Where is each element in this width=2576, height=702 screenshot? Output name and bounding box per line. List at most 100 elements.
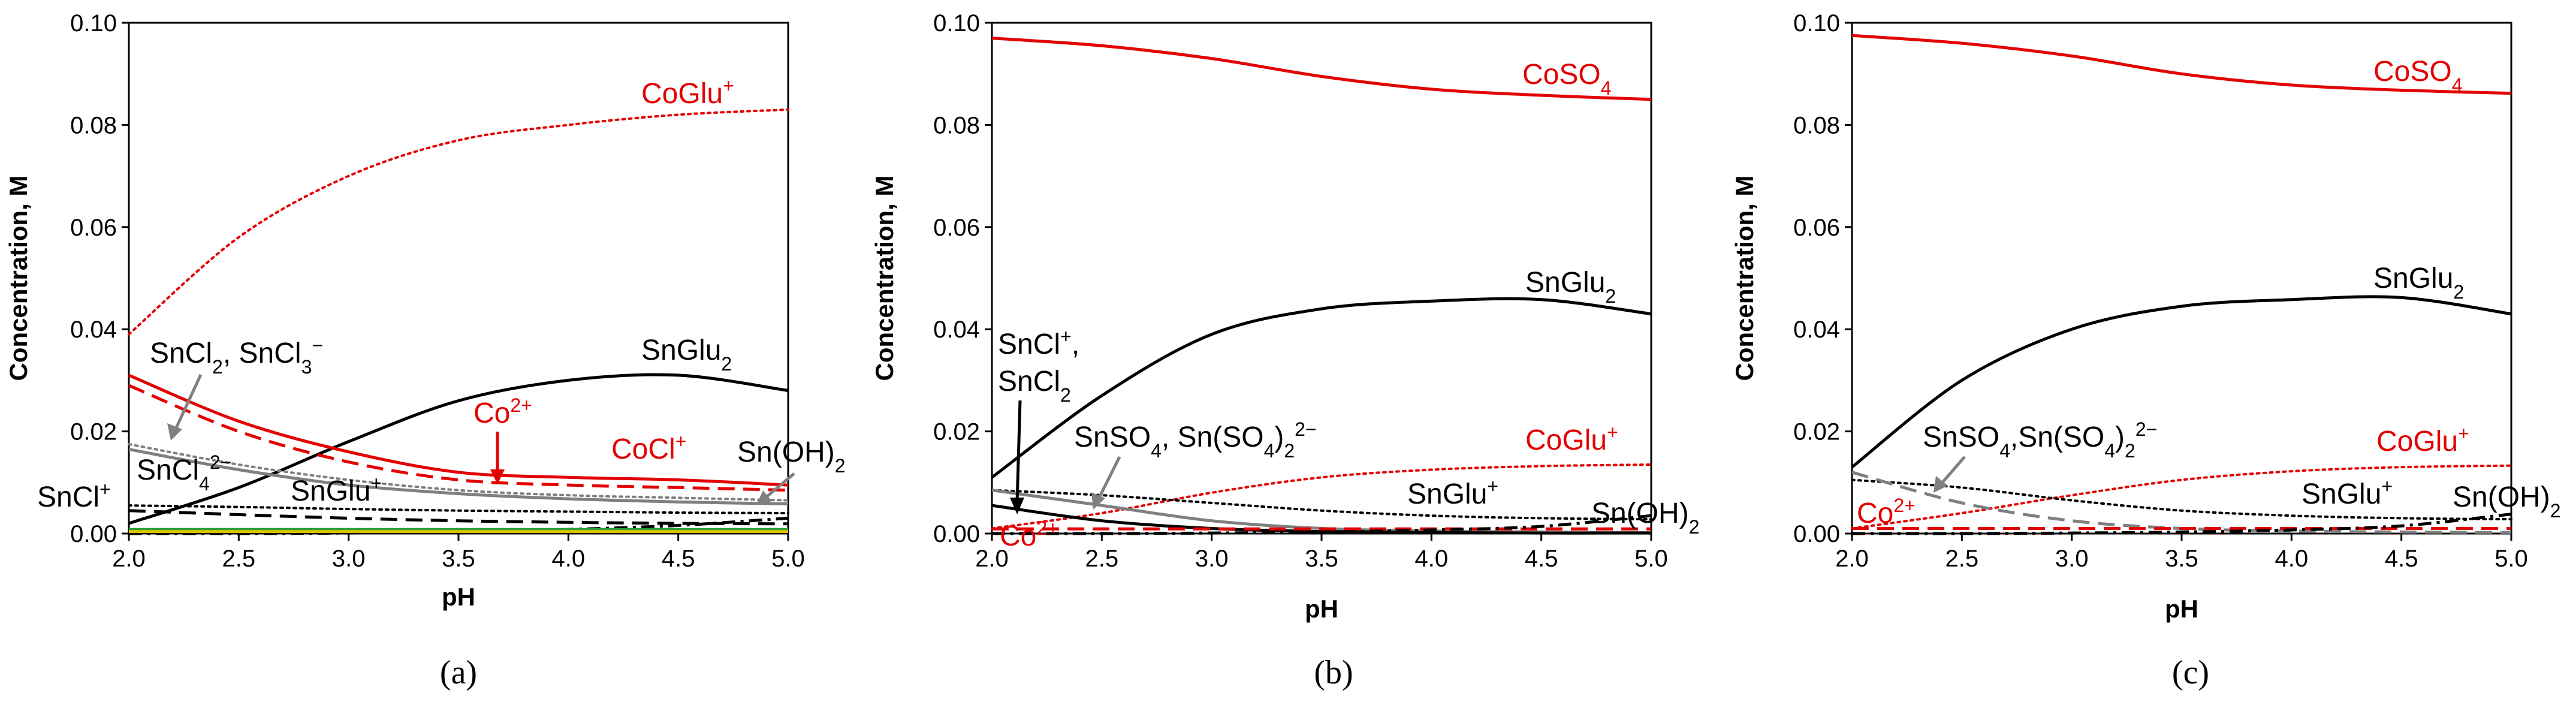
y-axis-label-c: Concentration, M: [1730, 176, 1758, 381]
label-snoh2-c: Sn(OH)2: [2453, 481, 2560, 522]
label-sncl2-b: SnCl2: [998, 366, 1071, 406]
arrow-snso4-b: [1091, 456, 1121, 510]
label-coglu-plus-a: CoGlu+: [641, 75, 734, 110]
series-line-coso4-c: [1851, 34, 2512, 95]
x-tick-label-b-0: 2.0: [975, 546, 1009, 572]
y-tick-label-c-2: 0.04: [1793, 317, 1840, 343]
y-tick-label-b-0: 0.00: [933, 521, 980, 547]
x-tick-label-c-4: 4.0: [2275, 546, 2309, 572]
y-tick-label-c-4: 0.08: [1793, 112, 1840, 138]
y-tick-label-a-4: 0.08: [70, 112, 117, 138]
axis-ticks-c: 0.00 0.02 0.04 0.06 0.08 0.10 2.0 2.5 3.0 3.5 4.0 4…: [1793, 10, 2528, 572]
panel-c: 0.00 0.02 0.04 0.06 0.08 0.10 2.0 2.5 3.0 3.5 4.0 4…: [1730, 10, 2560, 691]
y-axis-label-a: Concentration, M: [4, 176, 32, 381]
y-tick-label-a-3: 0.06: [70, 215, 117, 241]
series-line-sn-oh-2-c: [1851, 513, 2512, 535]
x-tick-label-c-0: 2.0: [1835, 546, 1869, 572]
x-tick-label-c-3: 3.5: [2165, 546, 2198, 572]
label-snglu2-b: SnGlu2: [1525, 267, 1616, 307]
x-tick-label-b-1: 2.5: [1085, 546, 1119, 572]
series-line-sncl-a: [128, 509, 789, 526]
label-co2-plus-a: Co2+: [473, 394, 532, 429]
y-tick-label-a-5: 0.10: [70, 10, 117, 37]
label-co2-plus-b: Co2+: [1000, 517, 1058, 552]
series-line-coglu-b: [991, 463, 1652, 530]
series-group-a: [128, 108, 789, 535]
label-snglu2-c: SnGlu2: [2373, 263, 2464, 303]
series-line-coglu-c: [1851, 464, 2512, 530]
y-axis-label-b: Concentration, M: [870, 176, 898, 381]
series-line-snglu-a: [128, 504, 789, 514]
x-axis-label-a: pH: [442, 583, 475, 611]
label-sncl-plus-b: SnCl+,: [998, 326, 1079, 360]
x-tick-label-b-4: 4.0: [1415, 546, 1449, 572]
arrow-snso4-c: [1933, 456, 1966, 493]
x-tick-label-a-1: 2.5: [222, 546, 256, 572]
y-tick-label-b-4: 0.08: [933, 112, 980, 138]
panel-label-a: (a): [440, 654, 477, 691]
x-tick-label-c-1: 2.5: [1945, 546, 1979, 572]
label-snso4-c: SnSO4,Sn(SO4)22−: [1923, 418, 2157, 462]
series-line-snglu2-a: [128, 373, 789, 525]
label-snglu-plus-a: SnGlu+: [291, 472, 382, 507]
label-snso4-b: SnSO4, Sn(SO4)22−: [1074, 418, 1317, 462]
series-group-c: [1851, 34, 2512, 535]
label-cocl-plus-a: CoCl+: [611, 430, 686, 465]
y-tick-label-b-1: 0.02: [933, 419, 980, 445]
y-tick-label-c-1: 0.02: [1793, 419, 1840, 445]
x-tick-label-a-3: 3.5: [442, 546, 475, 572]
label-coso4-b: CoSO4: [1522, 59, 1612, 99]
y-tick-label-c-0: 0.00: [1793, 521, 1840, 547]
label-sncl-plus-a: SnCl+: [37, 478, 111, 513]
panel-a: 0.00 0.02 0.04 0.06 0.08 0.10 2.0 2.5 3.0 3.5 4.0 4…: [4, 10, 845, 691]
x-tick-label-a-2: 3.0: [332, 546, 366, 572]
panel-label-b: (b): [1314, 654, 1353, 691]
y-tick-label-b-3: 0.06: [933, 215, 980, 241]
axis-ticks-a: 0.00 0.02 0.04 0.06 0.08 0.10 2.0 2.5 3.0 3.5 4.0 4…: [70, 10, 805, 572]
axis-ticks-b: 0.00 0.02 0.04 0.06 0.08 0.10 2.0 2.5 3.0 3.5 4.0 4…: [933, 10, 1668, 572]
x-tick-label-a-5: 4.5: [662, 546, 695, 572]
label-co2-plus-c: Co2+: [1857, 495, 1916, 529]
label-sncl2-sncl3-a: SnCl2, SnCl3−: [150, 335, 323, 378]
series-line-sn-oh-2-b: [991, 514, 1652, 535]
y-tick-label-b-5: 0.10: [933, 10, 980, 37]
series-line-snso4-sn-so4-2-2-c: [1851, 471, 2512, 534]
series-line-snglu-c: [1851, 478, 2512, 521]
y-tick-label-a-0: 0.00: [70, 521, 117, 547]
arrow-co2-a: [490, 432, 505, 484]
arrow-snoh2-a: [756, 472, 795, 505]
x-tick-label-a-4: 4.0: [552, 546, 586, 572]
series-line-co2-a: [128, 373, 789, 487]
label-snglu-plus-c: SnGlu+: [2301, 475, 2393, 510]
x-tick-label-b-5: 4.5: [1525, 546, 1558, 572]
y-tick-label-b-2: 0.04: [933, 317, 980, 343]
series-line-snglu2-b: [991, 297, 1652, 479]
y-tick-label-a-2: 0.04: [70, 317, 117, 343]
x-tick-label-c-5: 4.5: [2385, 546, 2418, 572]
arrow-sncl2-a: [167, 373, 203, 441]
x-tick-label-b-6: 5.0: [1634, 546, 1668, 572]
x-tick-label-a-0: 2.0: [112, 546, 146, 572]
panel-b: 0.00 0.02 0.04 0.06 0.08 0.10 2.0 2.5 3.0 3.5 4.0 4…: [870, 10, 1699, 691]
series-line-coso4-b: [991, 37, 1652, 101]
label-snglu2-a: SnGlu2: [641, 335, 732, 375]
y-tick-label-a-1: 0.02: [70, 419, 117, 445]
y-tick-label-c-5: 0.10: [1793, 10, 1840, 37]
x-tick-label-b-3: 3.5: [1305, 546, 1338, 572]
x-axis-label-c: pH: [2165, 595, 2198, 623]
label-coso4-c: CoSO4: [2373, 56, 2463, 96]
arrow-sncl-b: [1010, 400, 1024, 514]
series-line-sncl2-sncl3-a: [128, 442, 789, 502]
label-snoh2-a: Sn(OH)2: [737, 436, 845, 477]
label-snglu-plus-b: SnGlu+: [1407, 475, 1498, 510]
series-line-snglu2-c: [1851, 295, 2512, 469]
label-sncl4-2minus-a: SnCl42−: [137, 451, 231, 495]
label-coglu-plus-c: CoGlu+: [2376, 423, 2469, 457]
x-tick-label-b-2: 3.0: [1195, 546, 1229, 572]
x-tick-label-c-6: 5.0: [2494, 546, 2528, 572]
label-coglu-plus-b: CoGlu+: [1525, 421, 1618, 456]
x-tick-label-a-6: 5.0: [771, 546, 805, 572]
series-line-sncl4-2-a: [128, 447, 789, 506]
panel-label-c: (c): [2172, 654, 2209, 691]
x-tick-label-c-2: 3.0: [2055, 546, 2089, 572]
